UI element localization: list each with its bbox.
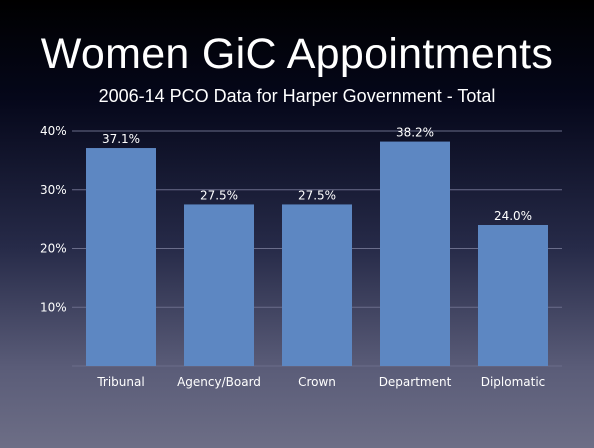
y-tick-label: 40% [40,124,67,138]
bar [86,148,156,366]
data-label: 24.0% [494,209,532,223]
chart-subtitle: 2006-14 PCO Data for Harper Government -… [98,86,496,106]
y-tick-label: 10% [40,300,67,314]
data-label: 27.5% [298,188,336,202]
bar [282,204,352,366]
data-label: 37.1% [102,132,140,146]
data-label: 38.2% [396,126,434,140]
bar [184,204,254,366]
x-category-label: Tribunal [96,375,144,389]
y-tick-label: 20% [40,242,67,256]
bars [86,141,548,366]
x-category-label: Diplomatic [481,375,546,389]
chart-title: Women GiC Appointments [40,30,554,78]
data-label: 27.5% [200,188,238,202]
x-category-label: Crown [298,375,336,389]
bar [380,141,450,366]
bar [478,225,548,366]
x-category-label: Agency/Board [177,375,261,389]
labels: 10% 20% 30% 40% 37.1% Tribunal 27.5% Agency/Boa… [40,124,545,389]
x-category-label: Department [379,375,452,389]
y-tick-label: 30% [40,183,67,197]
